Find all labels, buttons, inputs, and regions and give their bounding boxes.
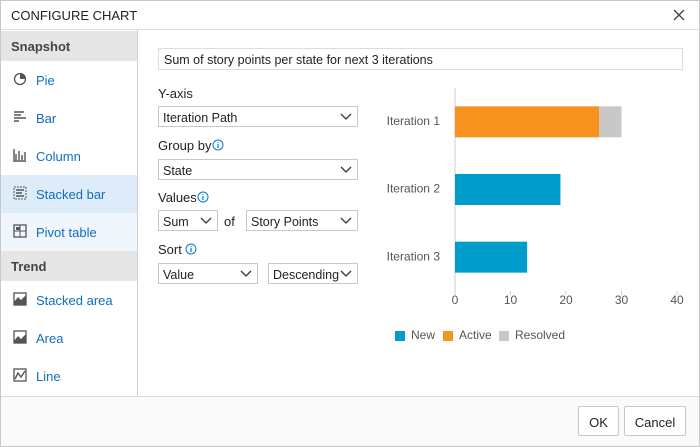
- section-header: Trend: [1, 251, 137, 281]
- close-button[interactable]: [673, 9, 685, 21]
- dropdown[interactable]: Iteration Path: [158, 106, 358, 127]
- item-label: Area: [36, 331, 64, 346]
- item-label: Line: [36, 369, 61, 384]
- chart-type-item[interactable]: Pivot table: [1, 213, 137, 251]
- y-tick-label: Iteration 3: [387, 249, 441, 263]
- field-label: Group by: [158, 138, 212, 153]
- x-tick-label: 20: [559, 293, 573, 307]
- chart-type-item[interactable]: Stacked bar: [1, 175, 137, 213]
- dropdown[interactable]: State: [158, 159, 358, 180]
- x-tick-label: 10: [504, 293, 518, 307]
- bar-segment: [599, 106, 622, 138]
- chart-type-item[interactable]: Pie: [1, 61, 137, 99]
- bar-segment: [455, 106, 600, 138]
- y-tick-label: Iteration 1: [387, 114, 441, 128]
- dropdown-value: Story Points: [251, 215, 319, 229]
- field-label: Values: [158, 190, 197, 205]
- item-label: Bar: [36, 111, 57, 126]
- dropdown[interactable]: Value: [158, 263, 258, 284]
- bar-segment: [455, 241, 528, 273]
- legend-label: New: [411, 328, 435, 342]
- y-tick-label: Iteration 2: [387, 182, 441, 196]
- dialog-title: CONFIGURE CHART: [11, 8, 138, 23]
- dropdown-value: Sum: [163, 215, 189, 229]
- title-bar: CONFIGURE CHART: [1, 1, 699, 30]
- ok-button[interactable]: OK: [578, 406, 619, 436]
- legend-swatch: [395, 331, 405, 341]
- x-tick-label: 40: [670, 293, 684, 307]
- field-label: Y-axis: [158, 86, 193, 101]
- x-tick-label: 30: [615, 293, 629, 307]
- info-icon[interactable]: [185, 243, 197, 255]
- legend-label: Active: [459, 328, 492, 342]
- chart: 0 10 20 30 40 Iteration 1 Iteration 2 Iteration…: [387, 88, 684, 342]
- item-label: Column: [36, 149, 81, 164]
- x-tick-label: 0: [452, 293, 459, 307]
- dropdown-value: Descending: [273, 268, 340, 282]
- legend-swatch: [499, 331, 509, 341]
- item-label: Pivot table: [36, 225, 97, 240]
- item-label: Pie: [36, 73, 55, 88]
- of-label: of: [224, 214, 235, 229]
- sidebar: Snapshot Pie Bar Column Stacked bar Pivo…: [1, 29, 138, 396]
- chart-type-item[interactable]: Area: [1, 319, 137, 357]
- cancel-button[interactable]: Cancel: [624, 406, 686, 436]
- dropdown[interactable]: Story Points: [246, 210, 358, 231]
- chart-type-item[interactable]: Stacked area: [1, 281, 137, 319]
- dropdown[interactable]: Descending: [268, 263, 358, 284]
- field-label: Sort: [158, 242, 182, 257]
- dropdown-value: State: [163, 164, 193, 178]
- chart-type-item[interactable]: Bar: [1, 99, 137, 137]
- chart-title-input[interactable]: Sum of story points per state for next 3…: [158, 48, 683, 70]
- legend-label: Resolved: [515, 328, 565, 342]
- item-label: Stacked area: [36, 293, 113, 308]
- item-label: Stacked bar: [36, 187, 106, 202]
- legend-swatch: [443, 331, 453, 341]
- dropdown-value: Value: [163, 268, 195, 282]
- info-icon[interactable]: [212, 139, 224, 151]
- chart-type-item[interactable]: Line: [1, 357, 137, 395]
- section-header: Snapshot: [1, 31, 137, 61]
- footer: OK Cancel: [1, 396, 699, 446]
- dropdown[interactable]: Sum: [158, 210, 218, 231]
- info-icon[interactable]: [197, 191, 209, 203]
- chart-type-item[interactable]: Column: [1, 137, 137, 175]
- bar-segment: [455, 174, 561, 205]
- dropdown-value: Iteration Path: [163, 111, 238, 125]
